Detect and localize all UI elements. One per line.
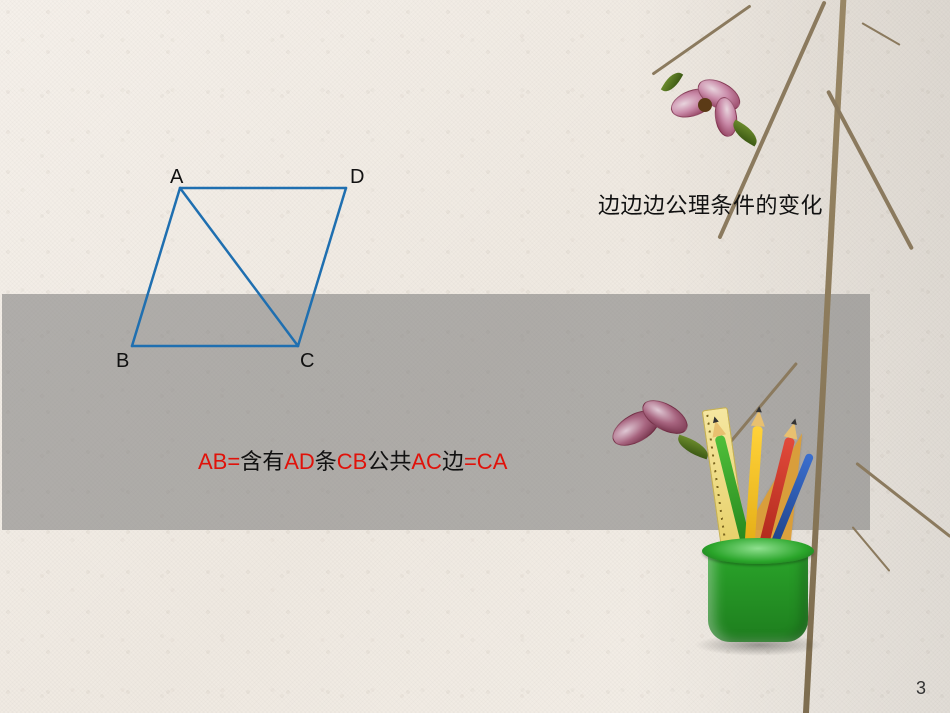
pencil-cup-decor	[650, 390, 850, 670]
eq-part: 边	[442, 449, 464, 474]
eq-part: AB=	[198, 449, 240, 474]
diagram-svg	[120, 170, 380, 370]
eq-part: AC	[411, 449, 442, 474]
eq-part: 公共	[367, 449, 411, 474]
vertex-label: A	[170, 166, 183, 189]
slide-title: 边边边公理条件的变化	[598, 188, 823, 220]
eq-part: CB	[337, 449, 368, 474]
page-number: 3	[916, 678, 926, 699]
vertex-label: C	[300, 350, 314, 373]
parallelogram-diagram: ADBC	[120, 170, 420, 380]
eq-part: AD	[284, 449, 315, 474]
equation-text: AB=含有AD条CB公共AC边=CA	[198, 444, 507, 476]
eq-part: 条	[315, 449, 337, 474]
vertex-label: D	[350, 166, 364, 189]
eq-part: 含有	[240, 449, 284, 474]
eq-part: =CA	[464, 449, 507, 474]
vertex-label: B	[116, 350, 129, 373]
